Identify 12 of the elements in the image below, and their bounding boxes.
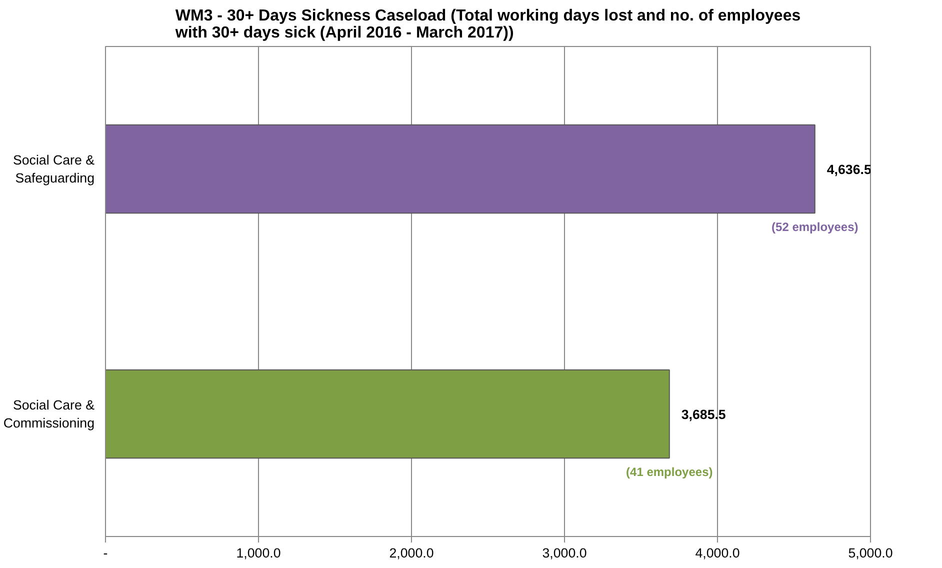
annotation: (41 employees) <box>626 465 713 479</box>
chart-title: WM3 - 30+ Days Sickness Caseload (Total working days lost and no. of employees with 30+ days sick (April 2016 - March 2017)) <box>174 8 801 42</box>
annotation: (52 employees) <box>772 220 858 234</box>
data-label: 3,685.5 <box>681 407 726 422</box>
x-tick-label: 5,000.0 <box>848 546 893 560</box>
y-tick-label: Social Care & Safeguarding <box>13 152 95 186</box>
x-tick-label: 3,000.0 <box>542 546 587 560</box>
x-tick-label: 4,000.0 <box>695 546 740 560</box>
x-tick-label: 1,000.0 <box>236 546 281 560</box>
x-tick-label: - <box>103 546 108 560</box>
x-tick-label: 2,000.0 <box>389 546 434 560</box>
y-tick-label: Social Care & Commissioning <box>3 398 95 430</box>
